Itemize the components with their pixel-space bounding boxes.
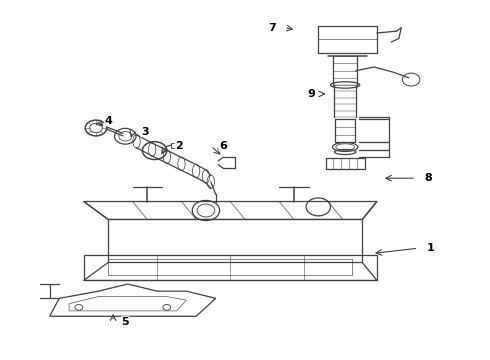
Text: 8: 8 — [424, 173, 432, 183]
Text: 6: 6 — [219, 141, 227, 151]
Text: 4: 4 — [104, 116, 112, 126]
Text: 9: 9 — [307, 89, 315, 99]
Text: 2: 2 — [175, 141, 183, 151]
Text: 1: 1 — [427, 243, 435, 253]
Text: 5: 5 — [122, 317, 129, 327]
Text: 3: 3 — [141, 127, 148, 136]
Text: 7: 7 — [268, 23, 276, 33]
